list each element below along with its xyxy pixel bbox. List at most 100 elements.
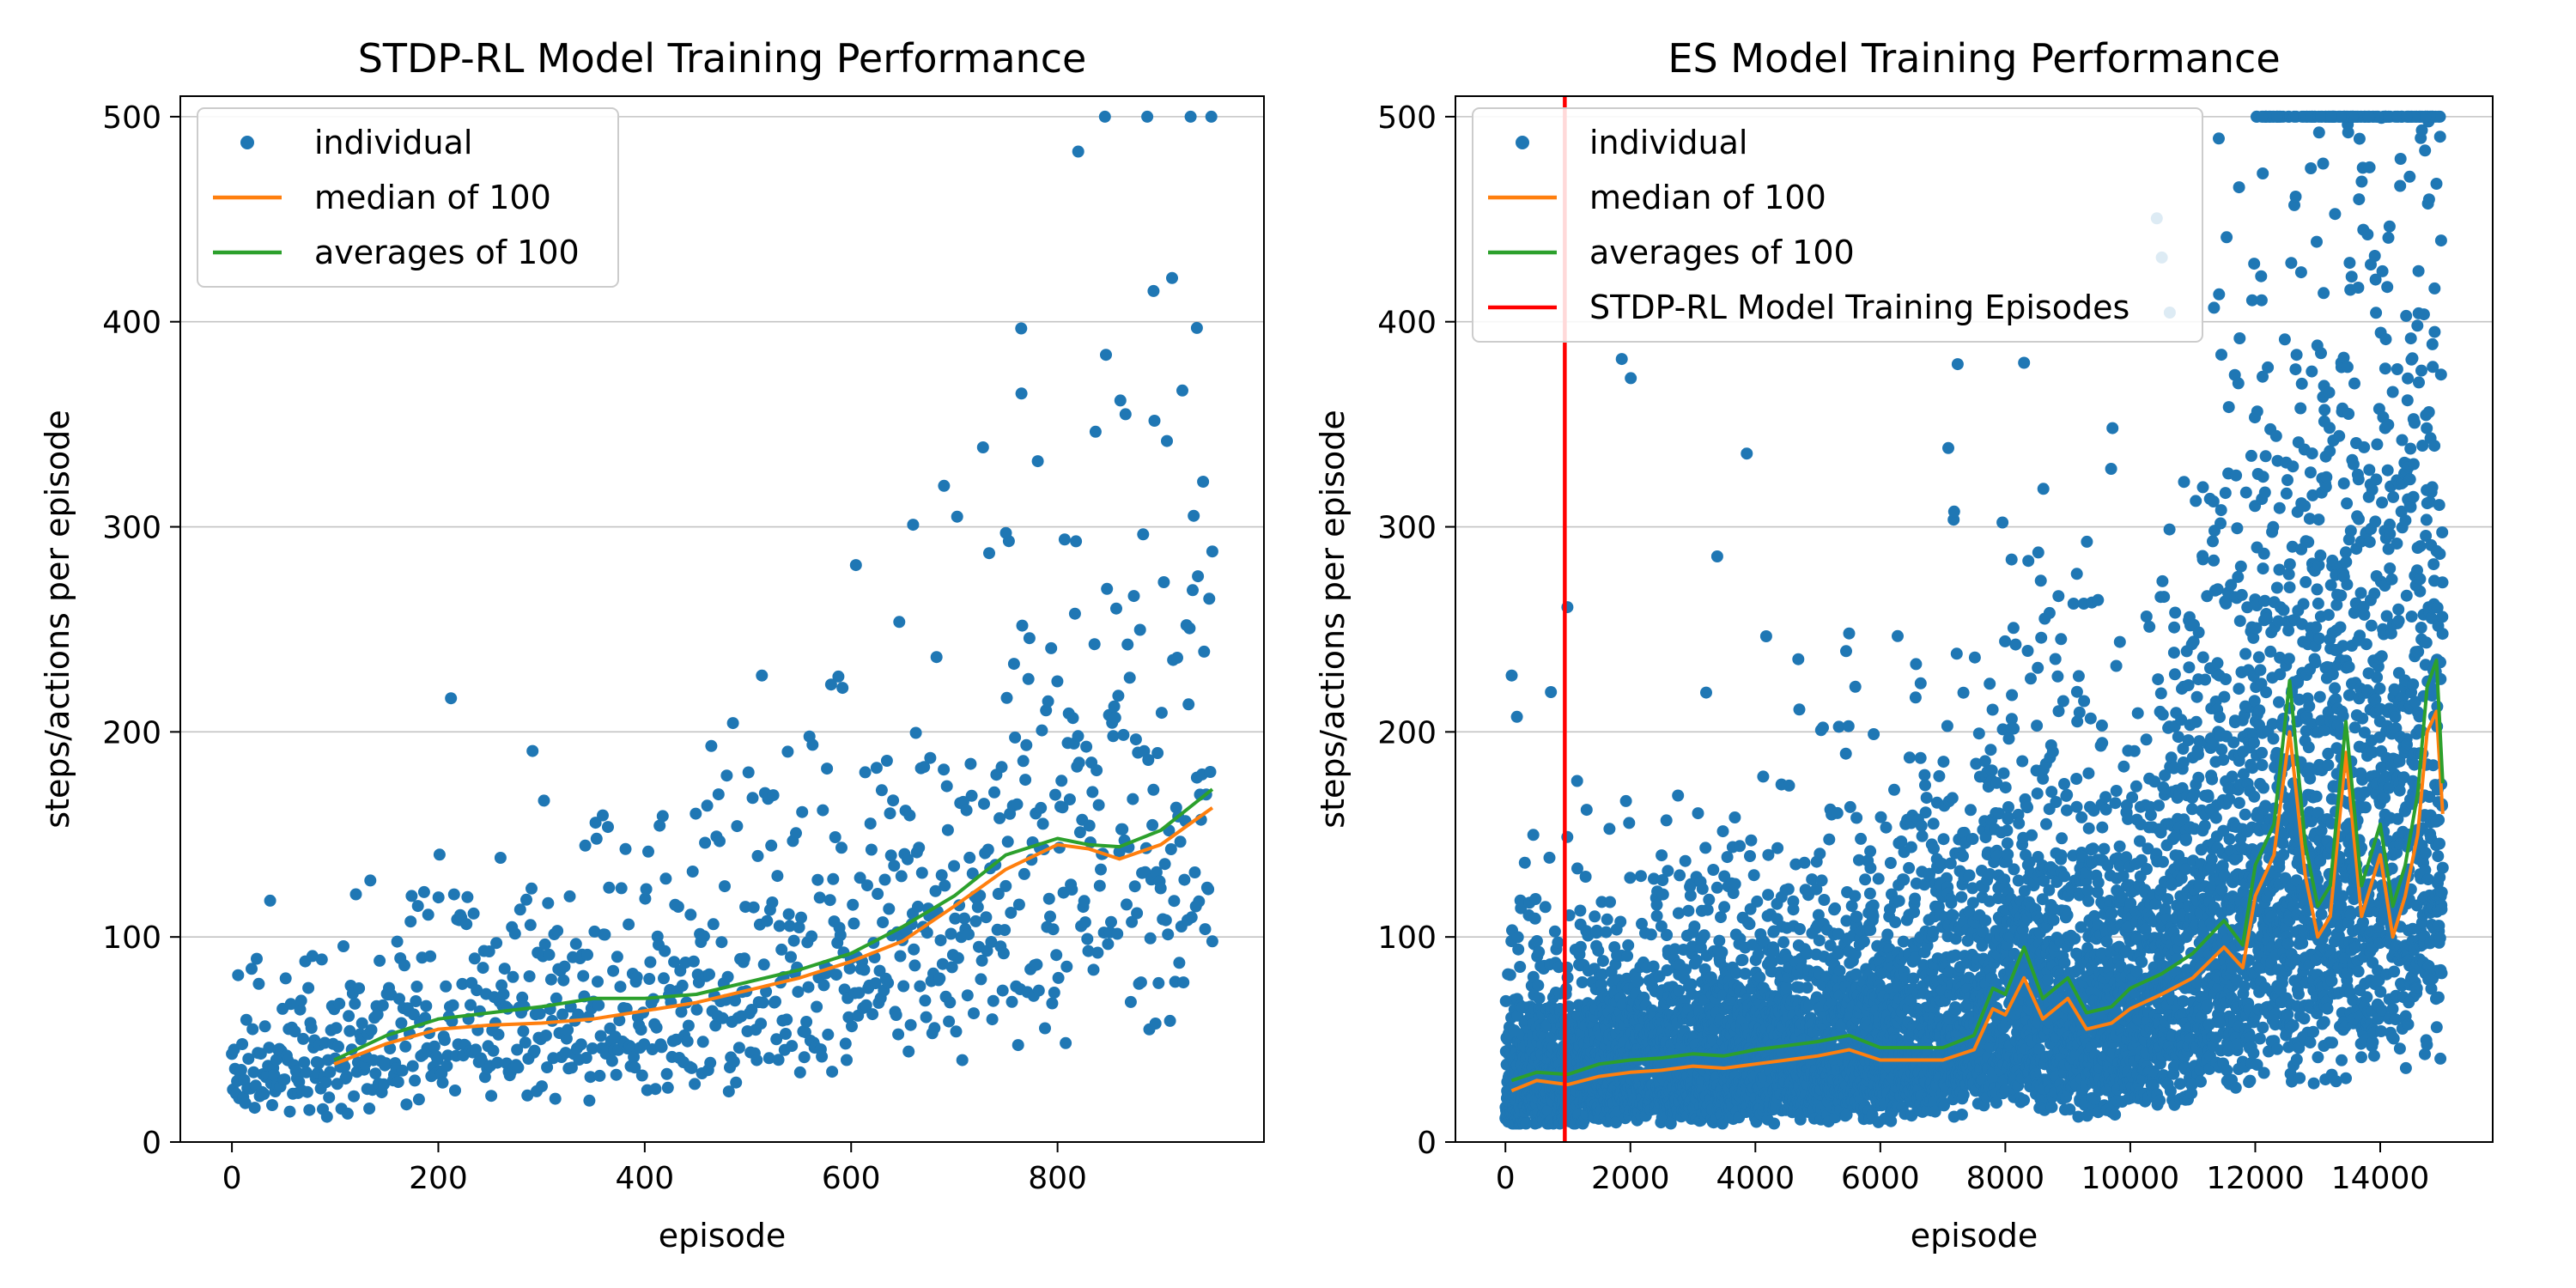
data-point (1644, 928, 1657, 941)
data-point (1089, 425, 1102, 438)
data-point (549, 1092, 562, 1105)
data-point (671, 901, 684, 913)
data-point (409, 1074, 422, 1087)
data-point (1086, 786, 1099, 799)
data-point (1203, 592, 1216, 605)
data-point (1673, 984, 1686, 997)
data-point (1042, 892, 1055, 905)
data-point (374, 954, 386, 967)
data-point (890, 1009, 902, 1021)
data-point (1600, 926, 1613, 939)
data-point (760, 985, 773, 998)
data-point (1710, 881, 1723, 894)
data-point (780, 1028, 792, 1040)
data-point (684, 908, 697, 921)
data-point (278, 1073, 291, 1086)
data-point (659, 872, 672, 885)
data-point (583, 1094, 596, 1107)
data-point (1092, 799, 1105, 811)
data-point (1078, 895, 1091, 908)
data-point (919, 994, 932, 1007)
data-point (1801, 981, 1814, 994)
data-point (384, 1042, 397, 1054)
data-point (895, 870, 908, 883)
data-point (848, 917, 860, 930)
data-point (1000, 691, 1013, 704)
data-point (988, 786, 1000, 799)
data-point (337, 940, 349, 952)
data-point (902, 1045, 915, 1058)
data-point (1036, 817, 1049, 830)
data-point (935, 869, 948, 882)
data-point (1199, 923, 1212, 936)
data-point (1190, 321, 1203, 334)
data-point (1083, 819, 1096, 832)
data-point (1937, 833, 1950, 846)
x-tick-label: 400 (615, 1161, 674, 1196)
data-point (847, 898, 860, 911)
data-point (392, 1076, 404, 1089)
data-point (1101, 582, 1114, 595)
data-point (1946, 792, 1959, 805)
data-point (248, 1102, 261, 1115)
data-point (1867, 899, 1880, 912)
legend-entry-label: individual (314, 124, 472, 161)
data-point (2021, 801, 2033, 814)
data-point (1532, 979, 1545, 992)
data-point (1625, 372, 1637, 385)
data-point (980, 911, 993, 924)
data-point (1920, 792, 1933, 805)
data-point (1783, 779, 1795, 792)
data-point (1747, 869, 1760, 882)
data-point (999, 879, 1012, 892)
data-point (830, 969, 842, 981)
data-point (341, 1107, 354, 1120)
data-point (858, 963, 871, 976)
data-point (471, 984, 483, 997)
data-point (1520, 1117, 1533, 1130)
data-point (1050, 949, 1063, 962)
data-point (1734, 840, 1747, 853)
data-point (1072, 145, 1084, 158)
data-point (824, 678, 837, 691)
data-point (1048, 987, 1060, 999)
data-point (1205, 110, 1218, 123)
data-point (1081, 933, 1094, 945)
data-point (240, 1013, 252, 1026)
data-point (993, 811, 1006, 824)
data-point (765, 839, 778, 852)
data-point (714, 835, 726, 848)
data-point (1528, 912, 1541, 925)
data-point (1127, 590, 1140, 603)
data-point (944, 996, 957, 1009)
individual-points (226, 110, 1218, 1123)
data-point (1131, 907, 1144, 920)
data-point (313, 1057, 325, 1070)
data-point (1505, 669, 1518, 682)
data-point (811, 1000, 823, 1013)
data-point (715, 936, 728, 949)
data-point (258, 1020, 271, 1033)
data-point (447, 888, 460, 901)
data-point (869, 977, 882, 990)
data-point (1892, 629, 1904, 642)
data-point (817, 804, 829, 817)
data-point (686, 866, 699, 878)
data-point (560, 1032, 573, 1045)
data-point (1007, 658, 1020, 671)
data-point (2001, 824, 2014, 837)
data-point (1032, 984, 1045, 997)
data-point (697, 930, 710, 943)
data-point (611, 951, 623, 963)
data-point (1814, 848, 1826, 860)
data-point (577, 969, 590, 982)
data-point (1073, 826, 1086, 839)
data-point (1046, 997, 1059, 1010)
data-point (1192, 570, 1205, 583)
data-point (1149, 1018, 1162, 1030)
data-point (1833, 964, 1846, 977)
data-point (1107, 730, 1120, 743)
data-point (1571, 862, 1583, 875)
data-point (1017, 755, 1030, 768)
